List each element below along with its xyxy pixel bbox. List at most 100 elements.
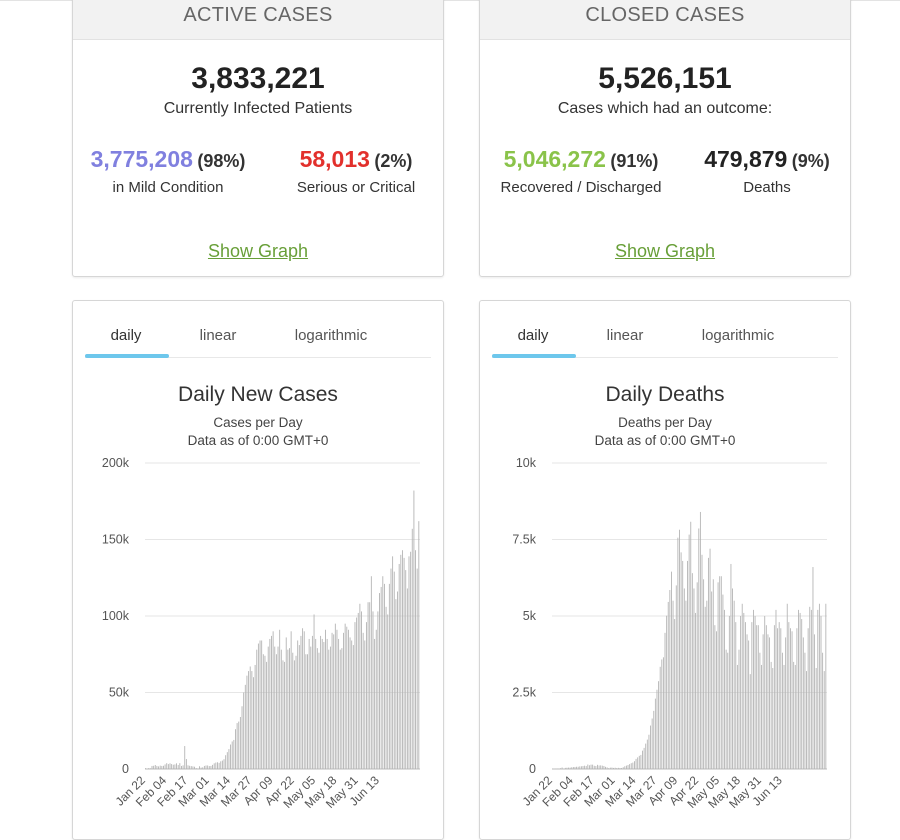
bar <box>612 768 613 769</box>
bar <box>296 656 297 769</box>
tab-logarithmic[interactable]: logarithmic <box>281 327 381 344</box>
closed-show-graph-link[interactable]: Show Graph <box>480 241 850 262</box>
bar <box>230 745 231 769</box>
bar <box>747 634 748 769</box>
chart-data-timestamp: Data as of 0:00 GMT+0 <box>73 433 443 448</box>
tab-daily[interactable]: daily <box>85 327 167 344</box>
bar <box>761 665 762 769</box>
tab-daily[interactable]: daily <box>492 327 574 344</box>
bar <box>196 768 197 769</box>
bar <box>785 637 786 769</box>
bar <box>594 766 595 769</box>
bar <box>309 639 310 769</box>
bar <box>294 660 295 769</box>
bar <box>634 761 635 769</box>
bar <box>400 555 401 769</box>
bar <box>615 768 616 769</box>
chart-title: Daily Deaths <box>480 383 850 407</box>
bar <box>227 752 228 769</box>
bar <box>156 766 157 769</box>
bar <box>711 592 712 769</box>
bar <box>168 764 169 769</box>
bar <box>729 616 730 769</box>
active-show-graph-link[interactable]: Show Graph <box>73 241 443 262</box>
active-cases-card: ACTIVE CASES 3,833,221 Currently Infecte… <box>72 0 444 277</box>
bar <box>682 561 683 769</box>
mild-condition-stat: 3,775,208 (98%) in Mild Condition <box>75 145 261 196</box>
bar <box>624 766 625 769</box>
bar <box>283 660 284 769</box>
bar <box>274 647 275 769</box>
bar <box>171 764 172 769</box>
tab-linear[interactable]: linear <box>177 327 259 344</box>
bar <box>413 491 414 769</box>
bar <box>374 639 375 769</box>
bar <box>409 556 410 769</box>
bar <box>248 671 249 769</box>
bar <box>751 622 752 769</box>
bar <box>153 766 154 769</box>
bar <box>266 662 267 769</box>
bar <box>255 665 256 769</box>
bar <box>565 768 566 769</box>
bar <box>697 582 698 769</box>
bar <box>340 650 341 769</box>
bar <box>616 768 617 769</box>
bar <box>152 766 153 769</box>
bar <box>209 766 210 769</box>
bar <box>792 631 793 769</box>
bar <box>776 610 777 769</box>
bar <box>260 640 261 769</box>
bar <box>188 765 189 769</box>
bar <box>806 671 807 769</box>
bar <box>256 650 257 769</box>
bar <box>158 766 159 769</box>
bar <box>640 755 641 769</box>
bar <box>663 657 664 769</box>
bar <box>237 723 238 769</box>
bar <box>225 755 226 769</box>
bar <box>796 628 797 769</box>
bar <box>658 681 659 769</box>
mild-condition-percent: (98%) <box>197 151 245 171</box>
bar <box>233 740 234 769</box>
bar <box>813 567 814 769</box>
tab-logarithmic[interactable]: logarithmic <box>688 327 788 344</box>
bar <box>160 766 161 769</box>
bar <box>264 656 265 769</box>
bar <box>800 613 801 769</box>
bar <box>220 761 221 769</box>
bar <box>692 573 693 769</box>
deaths-stat: 479,879 (9%) Deaths <box>674 145 860 196</box>
bar <box>811 610 812 769</box>
bar <box>642 751 643 769</box>
bar <box>210 766 211 769</box>
bar <box>822 653 823 769</box>
serious-critical-label: Serious or Critical <box>263 179 449 196</box>
closed-cases-total-label: Cases which had an outcome: <box>480 100 850 118</box>
recovered-label: Recovered / Discharged <box>488 179 674 196</box>
bar <box>814 634 815 769</box>
active-tab-indicator <box>85 354 169 358</box>
bar <box>410 552 411 769</box>
chart-tabs: daily linear logarithmic <box>85 321 431 358</box>
bar <box>392 556 393 769</box>
bar <box>716 631 717 769</box>
bar <box>382 576 383 769</box>
bar <box>562 768 563 769</box>
tab-linear[interactable]: linear <box>584 327 666 344</box>
bar <box>652 719 653 769</box>
bar <box>181 766 182 769</box>
bar <box>258 644 259 769</box>
active-cases-total-label: Currently Infected Patients <box>73 100 443 118</box>
bar <box>721 576 722 769</box>
bar <box>287 650 288 769</box>
bar <box>381 587 382 769</box>
bar <box>261 640 262 769</box>
deaths-value: 479,879 <box>704 146 787 172</box>
bar <box>734 601 735 769</box>
bar <box>245 685 246 769</box>
bar <box>750 674 751 769</box>
bar <box>695 613 696 769</box>
